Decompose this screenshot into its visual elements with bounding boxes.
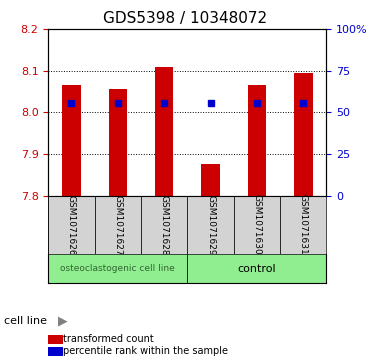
Text: cell line: cell line (4, 316, 47, 326)
Text: osteoclastogenic cell line: osteoclastogenic cell line (60, 264, 175, 273)
FancyBboxPatch shape (48, 254, 187, 283)
FancyBboxPatch shape (234, 196, 280, 254)
Text: GDS5398 / 10348072: GDS5398 / 10348072 (104, 11, 267, 26)
Text: transformed count: transformed count (63, 334, 154, 344)
Bar (62, 85, 81, 196)
Bar (155, 66, 174, 196)
Text: GSM1071630: GSM1071630 (252, 195, 262, 255)
Text: GSM1071626: GSM1071626 (67, 195, 76, 255)
FancyBboxPatch shape (95, 196, 141, 254)
FancyBboxPatch shape (187, 254, 326, 283)
Text: GSM1071627: GSM1071627 (113, 195, 122, 255)
Text: percentile rank within the sample: percentile rank within the sample (63, 346, 228, 356)
Bar (201, 164, 220, 196)
Bar (248, 85, 266, 196)
Text: control: control (237, 264, 276, 274)
FancyBboxPatch shape (280, 196, 326, 254)
Bar (294, 73, 312, 196)
Text: GSM1071629: GSM1071629 (206, 195, 215, 255)
FancyBboxPatch shape (141, 196, 187, 254)
FancyBboxPatch shape (187, 196, 234, 254)
Bar (109, 89, 127, 196)
Text: GSM1071628: GSM1071628 (160, 195, 169, 255)
Text: GSM1071631: GSM1071631 (299, 195, 308, 255)
Text: ▶: ▶ (58, 315, 67, 328)
FancyBboxPatch shape (48, 196, 95, 254)
